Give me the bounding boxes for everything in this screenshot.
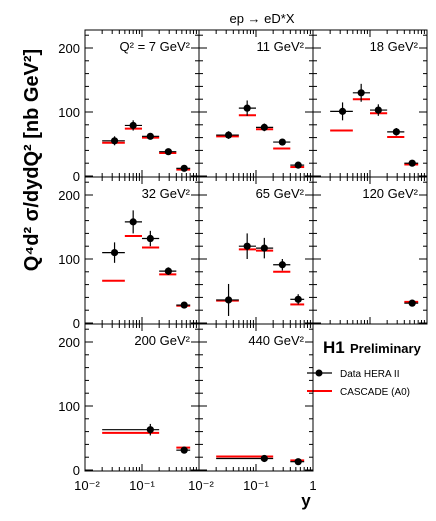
preliminary-label: Preliminary — [350, 341, 422, 356]
panel-title: Q² = 7 GeV² — [120, 39, 191, 54]
panel-title: 11 GeV² — [257, 39, 305, 54]
panel-title: 18 GeV² — [370, 39, 419, 54]
x-axis-label: y — [301, 491, 311, 510]
data-point — [110, 137, 119, 145]
y-tick-label: 100 — [58, 399, 80, 414]
legend-cascade-label: CASCADE (A0) — [340, 387, 410, 398]
data-point — [243, 242, 251, 250]
data-point — [374, 106, 382, 114]
panel-8: 10⁻² 10⁻¹ 1 440 GeV² — [188, 323, 317, 493]
data-point — [294, 458, 302, 466]
data-point — [180, 446, 188, 454]
data-point — [146, 132, 154, 140]
y-tick-label: 100 — [58, 252, 80, 267]
data-point — [129, 121, 137, 130]
y-tick-label: 200 — [58, 41, 80, 56]
panel-title: 65 GeV² — [256, 186, 305, 201]
data-point — [110, 249, 119, 257]
process-title: ep → eD*X — [229, 11, 294, 26]
panel-3: 18 GeV² — [312, 29, 428, 178]
panel-7: 0 100 200 10⁻² 10⁻¹ 200 GeV² — [58, 323, 200, 493]
data-point — [392, 128, 400, 136]
data-point — [129, 218, 137, 226]
y-tick-label: 0 — [73, 316, 80, 331]
data-point — [180, 301, 188, 309]
legend-data-label: Data HERA II — [340, 369, 399, 380]
y-tick-label: 200 — [58, 335, 80, 350]
y-tick-label: 0 — [73, 463, 80, 478]
data-point — [357, 89, 365, 97]
experiment-logo: H1 — [323, 338, 345, 357]
legend: H1 Preliminary Data HERA II CASCADE (A0) — [307, 338, 422, 398]
panel-2: 11 GeV² — [198, 29, 314, 178]
data-point — [260, 244, 268, 252]
data-point — [408, 299, 416, 307]
y-tick-label: 200 — [58, 188, 80, 203]
data-point — [408, 159, 416, 167]
data-point — [180, 164, 188, 172]
panel-5: 65 GeV² — [198, 176, 314, 325]
panel-title: 200 GeV² — [134, 333, 190, 348]
data-point — [164, 267, 172, 275]
panel-4: 0 100 200 32 GeV² — [58, 176, 200, 331]
data-point — [278, 261, 286, 269]
legend-data-marker — [315, 369, 323, 377]
data-point — [224, 296, 233, 304]
data-point — [260, 123, 268, 131]
data-point — [278, 138, 286, 146]
y-axis-label: Q⁴d² σ/dydQ² [nb GeV²] — [21, 49, 43, 271]
y-tick-label: 0 — [73, 169, 80, 184]
panel-title: 440 GeV² — [248, 333, 304, 348]
panel-6: 120 GeV² — [312, 176, 428, 325]
x-tick-label: 1 — [309, 478, 316, 493]
panel-1: 0 100 200 Q² = 7 GeV² — [58, 29, 200, 184]
x-tick-label: 10⁻¹ — [243, 478, 269, 493]
panel-grid: 0 100 200 Q² = 7 GeV² 11 GeV² 18 GeV² 0 100 200 3… — [58, 29, 428, 493]
panel-title: 120 GeV² — [362, 186, 418, 201]
x-tick-label: 10⁻² — [188, 478, 214, 493]
data-point — [164, 148, 172, 156]
data-point — [243, 104, 251, 112]
data-point — [146, 426, 154, 434]
data-point — [294, 161, 302, 169]
data-point — [146, 234, 154, 243]
y-tick-label: 100 — [58, 105, 80, 120]
data-point — [294, 295, 302, 303]
x-tick-label: 10⁻² — [74, 478, 100, 493]
data-point — [260, 454, 268, 463]
x-tick-label: 10⁻¹ — [129, 478, 155, 493]
data-point — [224, 131, 233, 139]
data-point — [338, 107, 347, 115]
panel-title: 32 GeV² — [142, 186, 191, 201]
